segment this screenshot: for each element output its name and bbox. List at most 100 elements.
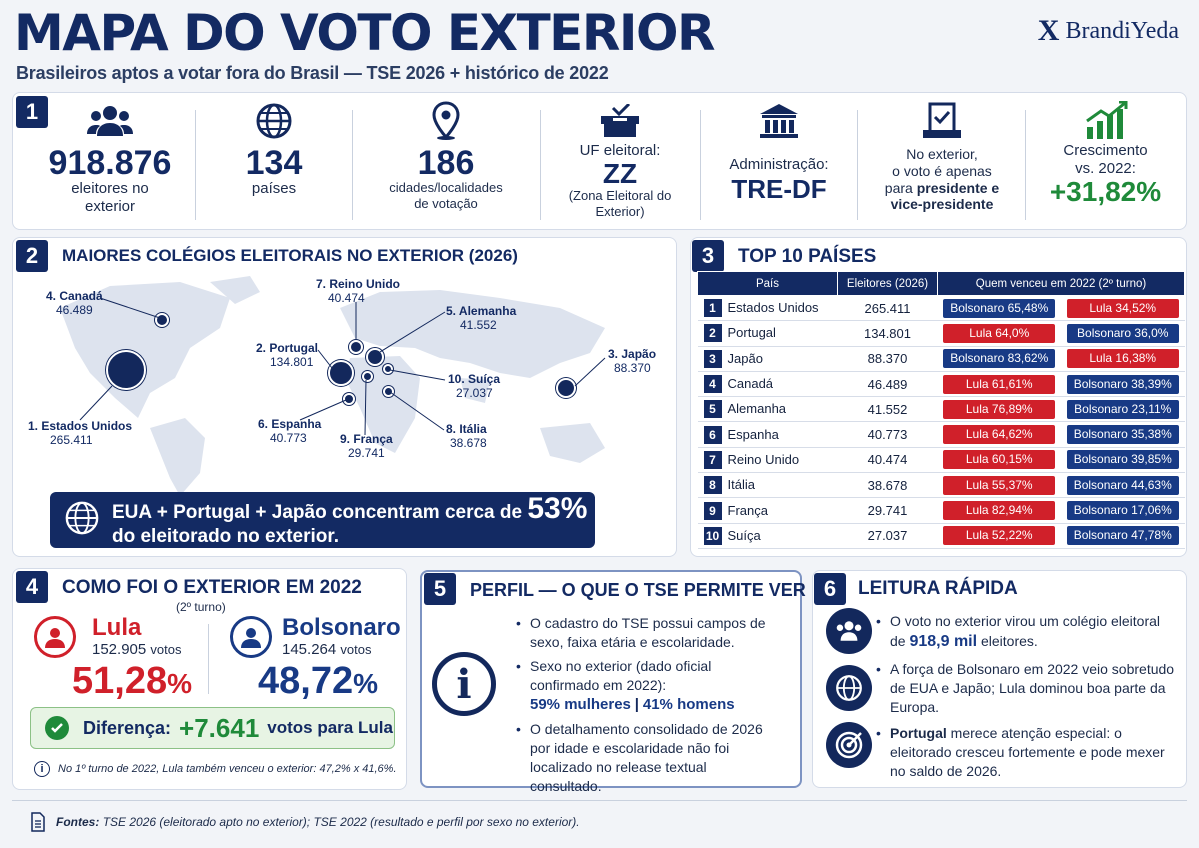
map-dot-canada <box>155 313 169 327</box>
voters-cell: 46.489 <box>837 371 938 398</box>
difference-box: Diferença: +7.641 votos para Lula <box>30 707 395 749</box>
stat-vote-scope-d: vice-presidente <box>890 196 994 213</box>
winner-cell: Lula 64,0% <box>937 320 1061 347</box>
winner-pill: Lula 64,0% <box>943 323 1056 343</box>
info-large-icon: i <box>432 652 496 716</box>
quick-read-3: Portugal merece atenção especial: o elei… <box>876 724 1175 781</box>
people-icon <box>826 608 872 654</box>
runnerup-pill: Bolsonaro 23,11% <box>1066 399 1179 419</box>
banner-text-b: do eleitorado no exterior. <box>112 526 339 548</box>
voters-cell: 29.741 <box>837 497 938 524</box>
runnerup-cell: Bolsonaro 47,78% <box>1061 523 1185 549</box>
stat-vote-scope: No exterior, o voto é apenas para presid… <box>862 96 1022 236</box>
section-number-6: 6 <box>814 573 846 605</box>
bolsonaro-pct: 48,72% <box>258 660 378 702</box>
banner-pct: 53% <box>527 491 588 525</box>
stat-vote-scope-a: No exterior, <box>906 146 978 162</box>
stat-uf-top: UF eleitoral: <box>579 142 661 159</box>
map-dot-uk <box>349 340 363 354</box>
map-label-japan: 3. Japão 88.370 <box>608 347 657 375</box>
winner-pill: Lula 61,61% <box>943 374 1056 394</box>
country-cell: 9 França <box>697 497 838 524</box>
country-cell: 10 Suíça <box>697 523 838 549</box>
runnerup-cell: Bolsonaro 36,0% <box>1061 320 1185 347</box>
winner-cell: Lula 82,94% <box>937 497 1061 524</box>
section-number-4: 4 <box>16 571 48 603</box>
result-2022-card <box>12 568 407 790</box>
stat-growth: Crescimento vs. 2022: +31,82% <box>1028 96 1183 236</box>
courthouse-icon <box>758 100 800 142</box>
ballot-box-icon <box>599 100 641 142</box>
lula-name: Lula <box>92 614 142 641</box>
map-label-usa: 1. Estados Unidos 265.411 <box>28 419 133 447</box>
winner-cell: Lula 52,22% <box>937 523 1061 549</box>
top10-table: País Eleitores (2026) Quem venceu em 202… <box>697 271 1185 549</box>
stat-cities-value: 186 <box>417 144 475 182</box>
globe-icon <box>64 500 100 541</box>
winner-pill: Lula 76,89% <box>943 399 1056 419</box>
runnerup-pill: Bolsonaro 17,06% <box>1066 501 1179 521</box>
map-label-spain: 6. Espanha 40.773 <box>258 417 322 445</box>
profile-bullet-2: Sexo no exterior (dado oficial confirmad… <box>516 657 780 715</box>
rank-badge: 1 <box>703 299 722 318</box>
winner-cell: Lula 61,61% <box>937 371 1061 398</box>
voters-cell: 41.552 <box>837 396 938 423</box>
section-number-3: 3 <box>692 240 724 272</box>
stat-countries: 134 países <box>198 96 350 236</box>
runnerup-pill: Bolsonaro 39,85% <box>1066 450 1179 470</box>
divider <box>540 110 541 220</box>
profile-bullet-3: O detalhamento consolidado de 2026 por i… <box>516 720 780 796</box>
winner-cell: Lula 60,15% <box>937 447 1061 474</box>
divider <box>352 110 353 220</box>
section-number-5: 5 <box>424 573 456 605</box>
country-cell: 8 Itália <box>697 472 838 499</box>
map-dot-japan <box>556 378 576 398</box>
banner-text-a: EUA + Portugal + Japão concentram cerca … <box>112 501 523 523</box>
winner-pill: Lula 52,22% <box>943 526 1056 546</box>
stat-uf: UF eleitoral: ZZ (Zona Eleitoral do Exte… <box>545 96 695 236</box>
page-subtitle: Brasileiros aptos a votar fora do Brasil… <box>16 63 609 83</box>
map-leader-lines <box>79 297 606 436</box>
profile-title: PERFIL — O QUE O TSE PERMITE VER <box>470 580 806 600</box>
winner-pill: Bolsonaro 83,62% <box>943 349 1056 369</box>
table-row: 2 Portugal 134.801 Lula 64,0% Bolsonaro 36,0… <box>697 320 1185 347</box>
section-number-2: 2 <box>16 240 48 272</box>
difference-label: Diferença: <box>83 717 172 738</box>
winner-cell: Lula 64,62% <box>937 421 1061 448</box>
stat-growth-value: +31,82% <box>1049 176 1162 207</box>
country-cell: 4 Canadá <box>697 371 838 398</box>
winner-pill: Lula 64,62% <box>943 425 1056 445</box>
quick-read-1: O voto no exterior virou um colégio elei… <box>876 612 1175 652</box>
target-icon <box>826 722 872 768</box>
quick-read-title: LEITURA RÁPIDA <box>858 578 1018 599</box>
people-icon <box>87 100 133 142</box>
top10-title: TOP 10 PAÍSES <box>738 246 877 267</box>
map-label-canada: 4. Canadá 46.489 <box>46 289 103 317</box>
stat-vote-scope-c: para presidente e <box>884 179 1000 196</box>
difference-value: +7.641 <box>179 712 260 743</box>
brand-name: BrandiYeda <box>1065 17 1179 44</box>
table-row: 1 Estados Unidos 265.411 Bolsonaro 65,48% Lu… <box>697 295 1185 322</box>
winner-pill: Lula 55,37% <box>943 475 1056 495</box>
table-row: 7 Reino Unido 40.474 Lula 60,15% Bolsonaro 3… <box>697 447 1185 474</box>
country-cell: 3 Japão <box>697 346 838 372</box>
rank-badge: 6 <box>703 425 722 444</box>
table-row: 10 Suíça 27.037 Lula 52,22% Bolsonaro 47,78% <box>697 523 1185 549</box>
table-row: 9 França 29.741 Lula 82,94% Bolsonaro 17,06% <box>697 497 1185 524</box>
footer-divider <box>12 800 1187 801</box>
bolsonaro-votes: 145.264 votos <box>282 641 372 658</box>
rank-badge: 5 <box>703 400 722 419</box>
rank-badge: 8 <box>703 476 722 495</box>
map-dot-italy <box>383 386 394 397</box>
bolsonaro-name: Bolsonaro <box>282 614 401 641</box>
runnerup-pill: Bolsonaro 38,39% <box>1066 374 1179 394</box>
voters-cell: 27.037 <box>837 523 938 549</box>
first-round-note: i No 1º turno de 2022, Lula também vence… <box>34 761 397 777</box>
table-row: 4 Canadá 46.489 Lula 61,61% Bolsonaro 38,39% <box>697 371 1185 398</box>
brand-x: X <box>1037 14 1060 47</box>
voters-cell: 88.370 <box>837 346 938 372</box>
page-title: MAPA DO VOTO EXTERIOR <box>14 4 715 62</box>
stat-countries-label: países <box>251 180 297 197</box>
location-pin-icon <box>431 100 461 142</box>
candidates-divider <box>208 624 209 694</box>
